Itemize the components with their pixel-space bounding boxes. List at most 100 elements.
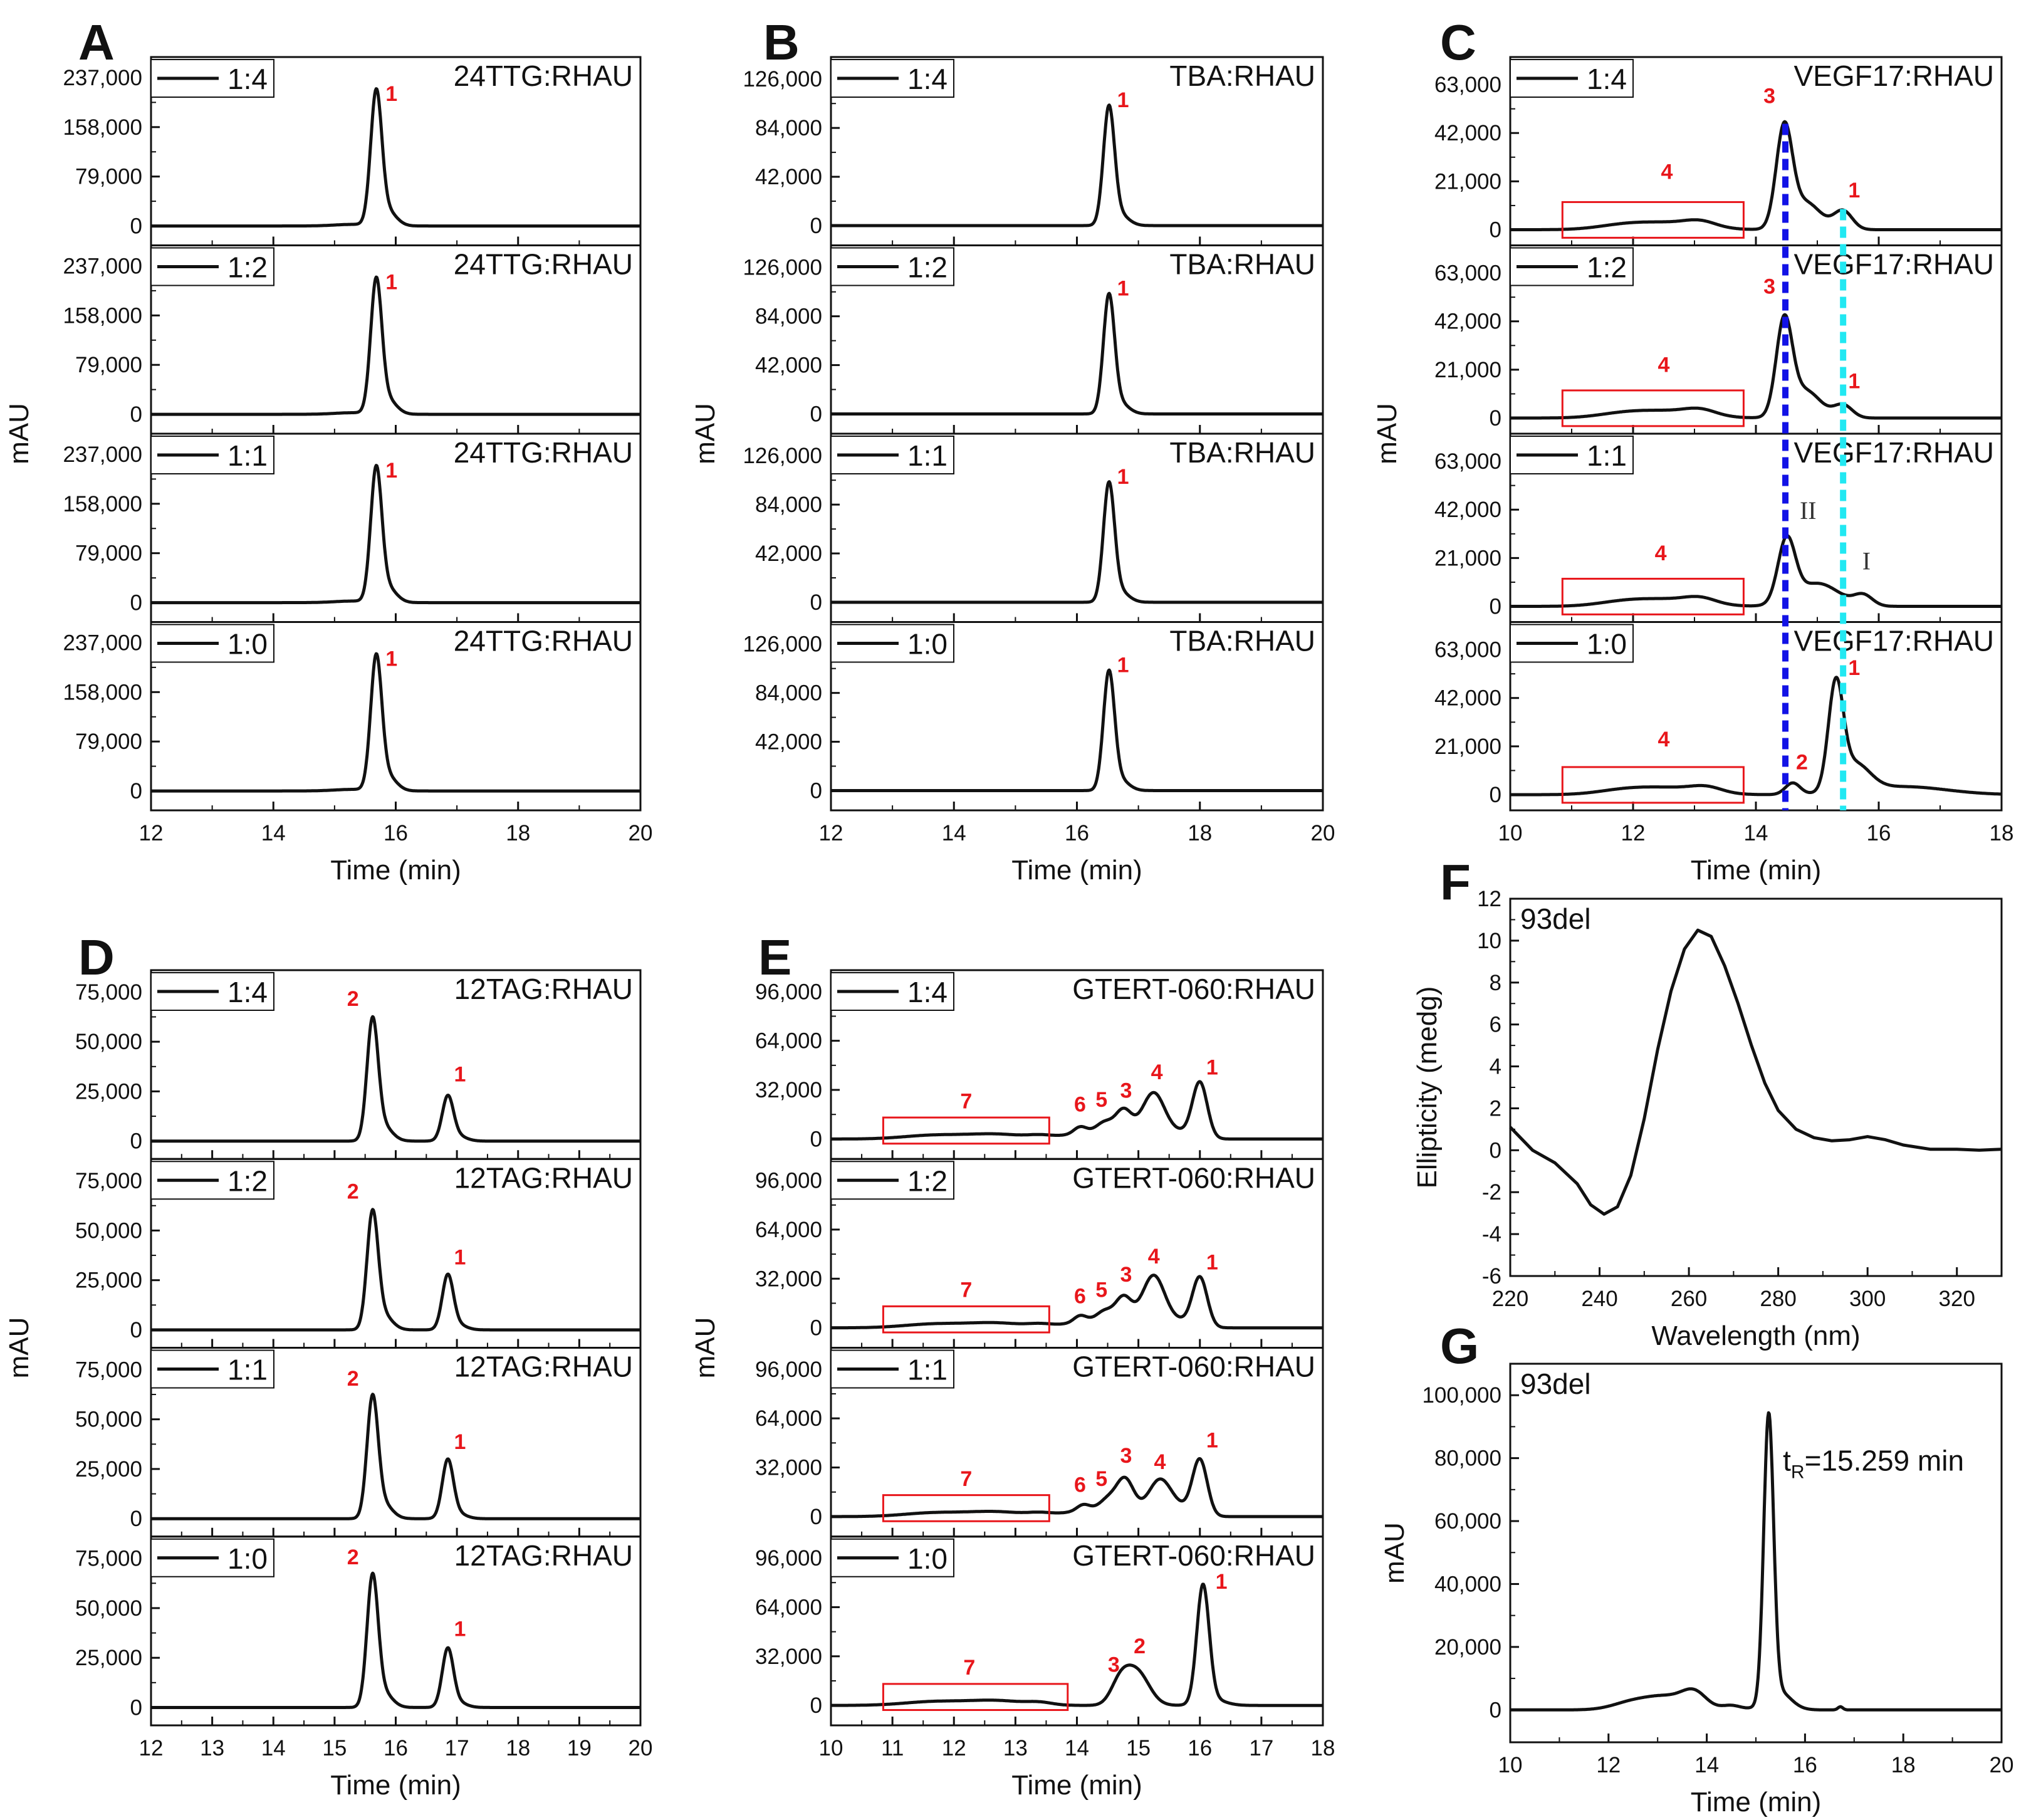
y-tick-label: 126,000 [743,632,822,657]
highlight-box [1561,201,1745,239]
y-tick-label: 0 [130,1318,142,1342]
y-tick-label: 42,000 [1434,686,1501,711]
y-tick-label: 0 [810,1505,822,1529]
y-tick-label: 75,000 [75,1547,142,1571]
chromatogram-trace [830,1080,1324,1141]
y-axis-label: Ellipticity (medg) [1412,986,1443,1189]
y-tick-label: 6 [1490,1013,1501,1037]
subplot: 0 21,000 42,000 63,000 3 4 1 1:2 VEGF17:RHAU [1434,244,2003,435]
y-tick-label: 21,000 [1434,358,1501,382]
x-tick-label: 18 [1990,821,2014,845]
peak-label: 4 [1151,1060,1163,1084]
panel-letter-e: E [758,929,791,985]
peak-label: 5 [1095,1279,1107,1302]
plot-title: VEGF17:RHAU [1793,625,1994,657]
panel-letter-a: A [78,14,115,70]
y-tick-label: 64,000 [755,1595,822,1619]
peak-label: 5 [1095,1467,1107,1491]
peak-label: 2 [347,1367,359,1391]
plot-title: TBA:RHAU [1169,436,1315,469]
plot-title: 93del [1520,902,1591,935]
y-tick-label: 0 [810,590,822,615]
panel-letter-g: G [1440,1318,1479,1374]
peak-label: 1 [1117,88,1129,112]
peak-label: 1 [385,647,397,671]
x-tick-label: 16 [384,1736,408,1760]
y-tick-label: 42,000 [755,730,822,755]
peak-label: 6 [1074,1473,1086,1497]
retention-time-annotation: tR=15.259 min [1783,1445,1964,1483]
peak-label: 1 [385,270,397,294]
chromatogram-trace [1509,676,2003,797]
y-tick-label: 75,000 [75,1357,142,1382]
y-tick-label: 42,000 [755,353,822,378]
x-tick-label: 10 [1498,821,1523,845]
x-tick-label: 13 [200,1736,224,1760]
subplot: 0 21,000 42,000 63,000 10 12 14 16 18 4 2 1 1:0 VEGF1… [1434,621,2014,845]
y-tick-label: 126,000 [743,444,822,468]
annotation-main: t [1783,1445,1791,1477]
peak-label: 3 [1763,84,1775,108]
subplot: 0 79,000 158,000 237,000 12 14 16 18 20 1 1:0 24TTG… [63,621,652,845]
plot-title: GTERT-060:RHAU [1072,1539,1315,1572]
y-tick-label: 42,000 [755,165,822,189]
peak-label: 1 [1206,1251,1218,1275]
subplot: 0 32,000 64,000 96,000 7 6 534 1 1:2 GTERT-060:RH… [755,1158,1324,1349]
peak-label: 1 [385,82,397,106]
chart-f: -6 -4 -2 0 2 4 6 8 10 12 220 240 260 280 300 320 93del Wa… [1412,887,2003,1351]
y-tick-label: -4 [1482,1222,1501,1247]
y-axis-label: mAU [1372,403,1402,464]
x-tick-label: 14 [1694,1753,1719,1777]
subplot: 0 25,000 50,000 75,000 2 1 1:4 12TAG:RHAU [75,969,642,1160]
y-tick-label: 8 [1490,971,1501,995]
legend-label: 1:2 [227,1164,268,1197]
y-tick-label: 0 [130,402,142,427]
legend-label: 1:2 [1587,251,1627,284]
y-tick-label: 100,000 [1422,1383,1501,1408]
x-tick-label: 260 [1671,1287,1707,1311]
plot-title: TBA:RHAU [1169,60,1315,92]
y-tick-label: 0 [810,778,822,803]
y-tick-label: 0 [1490,1138,1501,1163]
legend-label: 1:4 [907,976,948,1008]
y-tick-label: 64,000 [755,1029,822,1054]
y-tick-label: 21,000 [1434,546,1501,570]
y-tick-label: 158,000 [63,115,142,140]
plot-title: GTERT-060:RHAU [1072,1161,1315,1194]
y-tick-label: 50,000 [75,1218,142,1243]
chromatogram-trace [1509,928,2002,1216]
y-tick-label: 79,000 [75,353,142,377]
x-tick-label: 11 [881,1736,904,1760]
legend-label: 1:2 [907,251,948,284]
peak-label: 7 [960,1089,972,1113]
peak-label: 3 [1763,275,1775,299]
plot-title: TBA:RHAU [1169,625,1315,657]
peak-label: 1 [454,1245,466,1269]
y-tick-label: 126,000 [743,256,822,280]
y-tick-label: 25,000 [75,1079,142,1104]
peak-label: 3 [1120,1444,1132,1468]
panel-letter-b: B [763,14,800,70]
y-tick-label: 50,000 [75,1596,142,1621]
peak-label: 2 [1134,1634,1146,1658]
y-tick-label: 158,000 [63,303,142,328]
y-tick-label: 126,000 [743,67,822,92]
y-tick-label: 42,000 [1434,310,1501,334]
peak-label: 1 [1117,653,1129,677]
peak-label: 5 [1095,1088,1107,1112]
y-tick-label: 25,000 [75,1646,142,1670]
y-tick-label: 75,000 [75,980,142,1005]
peak-label-roman: I [1862,547,1871,575]
chart-a: 0 79,000 158,000 237,000 1 1:4 24TTG:RHAU 0 79,0… [4,56,652,886]
x-tick-label: 15 [1126,1736,1151,1760]
plot-title: 93del [1520,1368,1591,1400]
x-tick-label: 18 [506,821,530,845]
plot-title: VEGF17:RHAU [1793,60,1994,92]
subplot: 0 42,000 84,000 126,000 1 1:1 TBA:RHAU [743,432,1324,623]
chromatogram-trace [1509,313,2003,420]
y-tick-label: 96,000 [755,1169,822,1193]
chromatogram-trace [150,1393,642,1520]
plot-title: 24TTG:RHAU [454,60,633,92]
plot-title: 24TTG:RHAU [454,436,633,469]
